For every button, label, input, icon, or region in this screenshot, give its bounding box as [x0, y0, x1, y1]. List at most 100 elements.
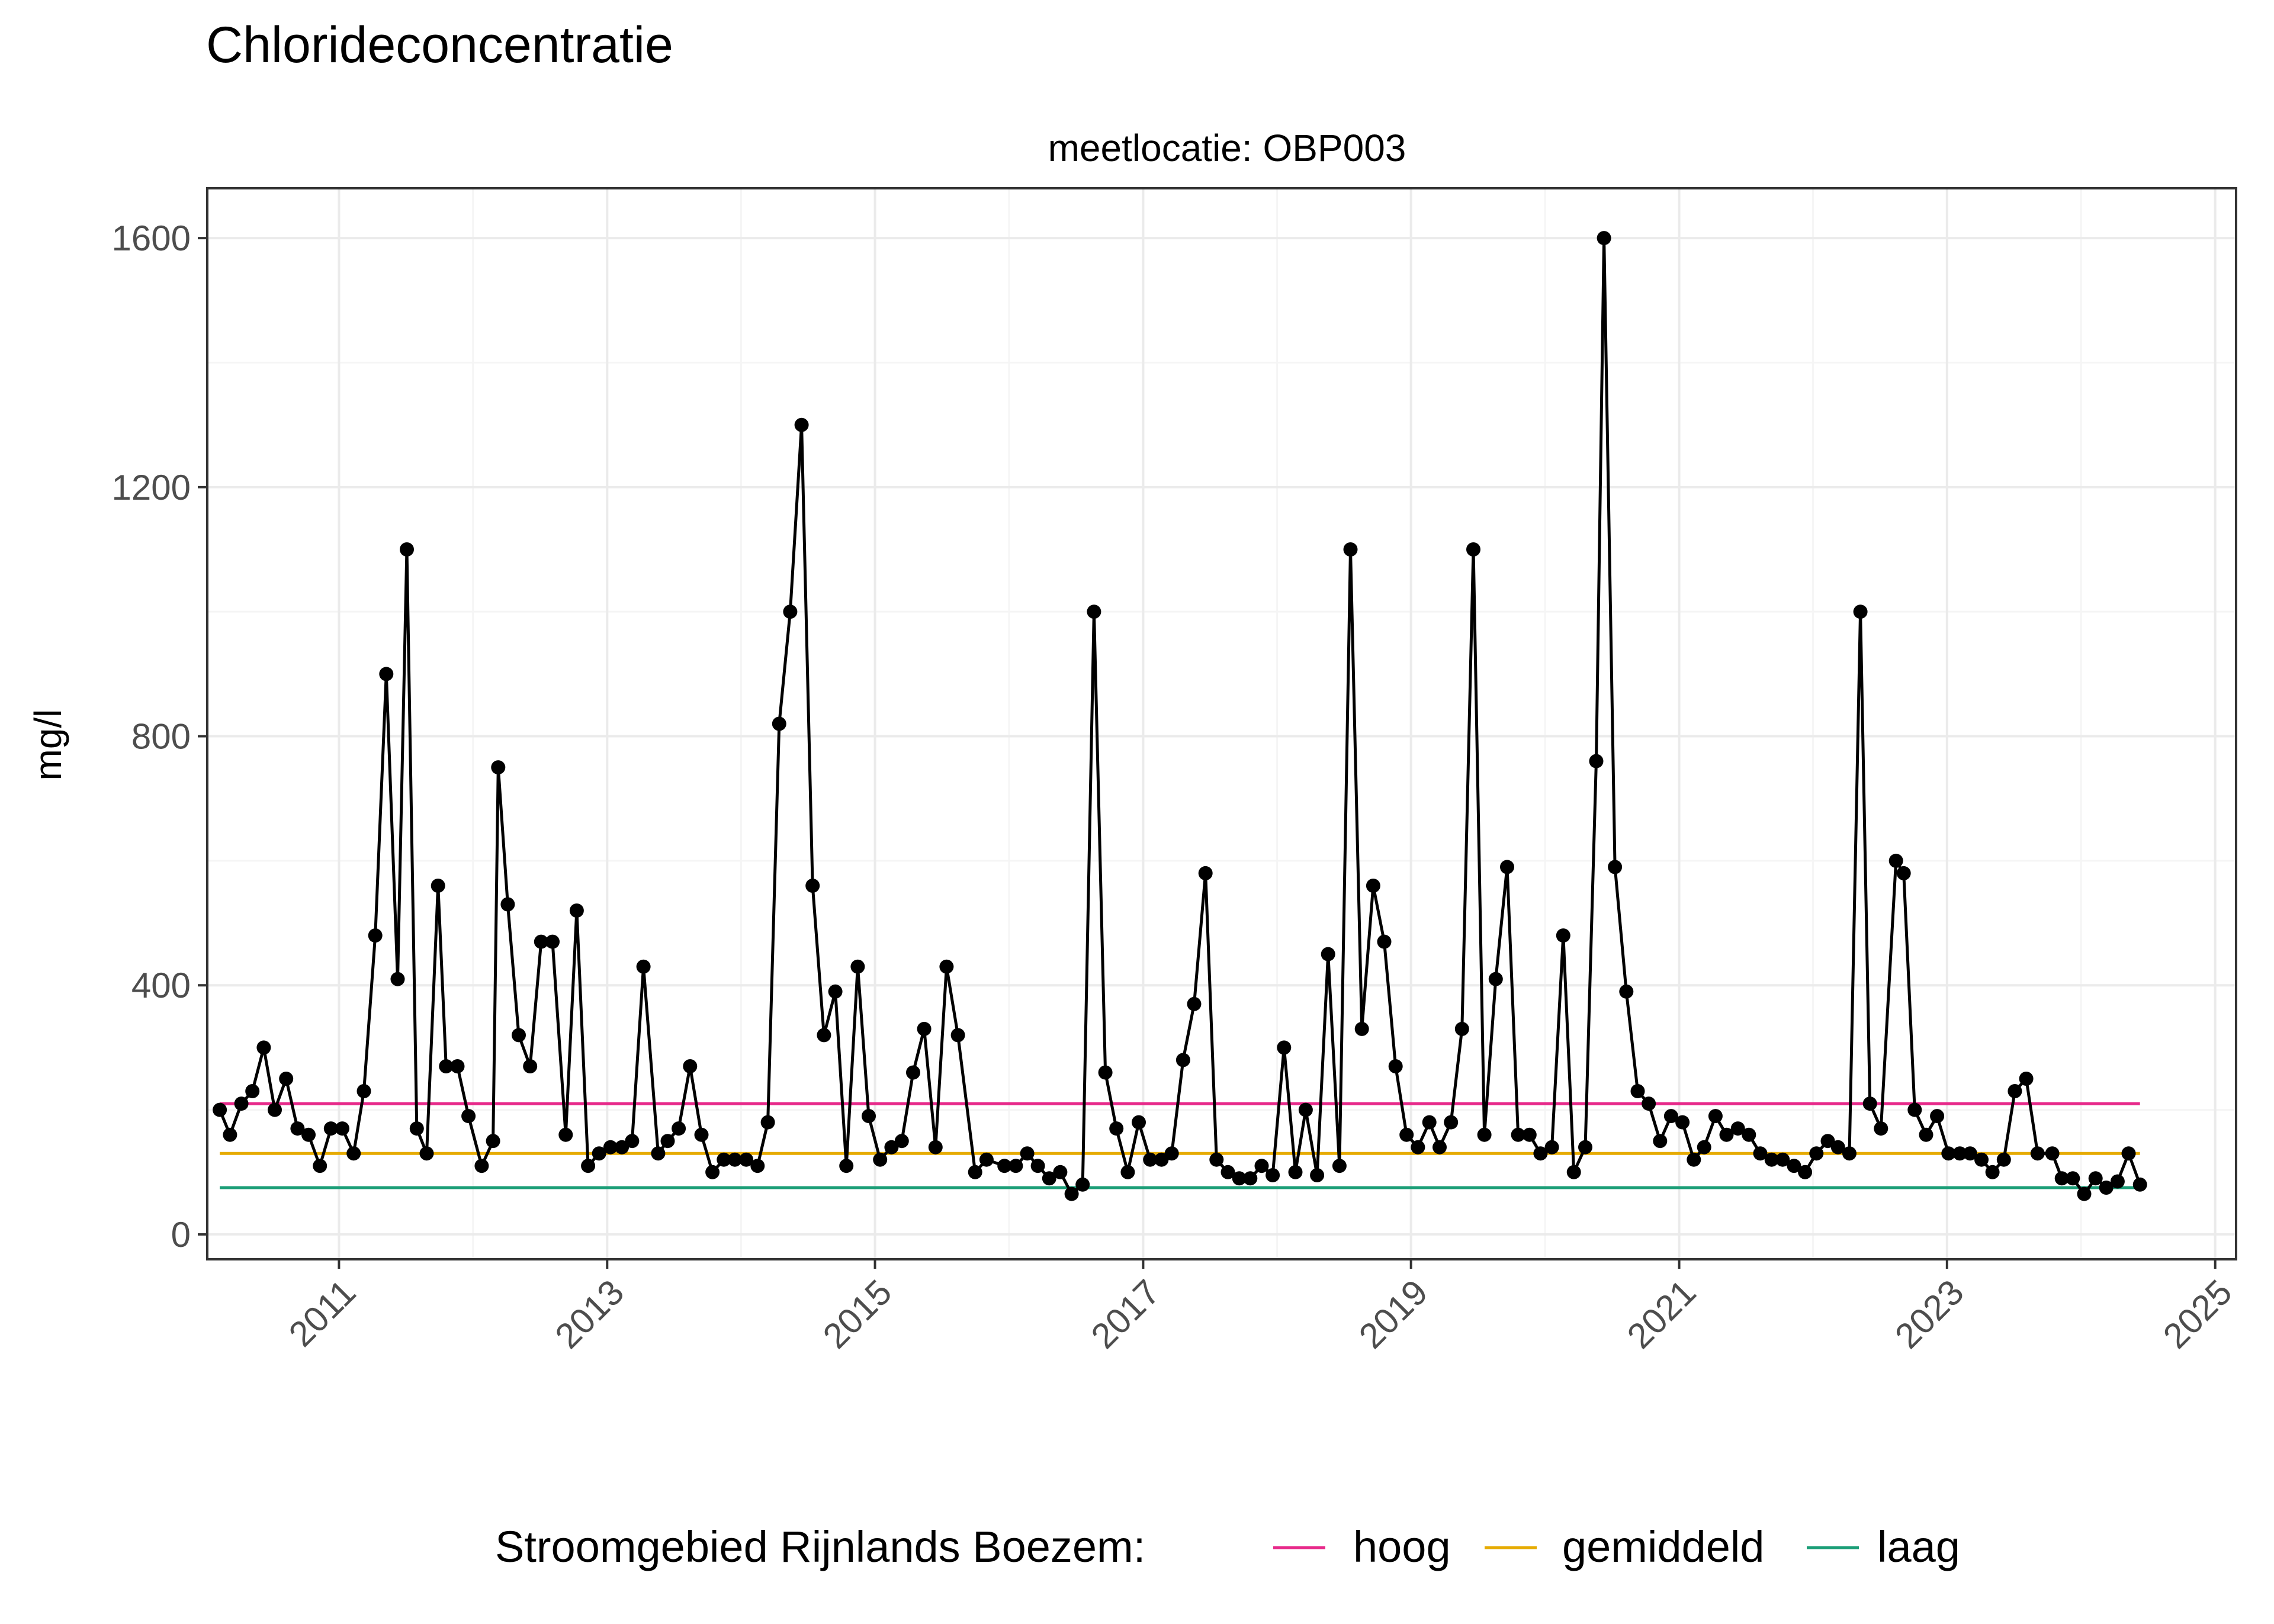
y-tick-label: 1200 — [112, 468, 191, 507]
data-point — [1488, 972, 1503, 986]
data-point — [581, 1159, 596, 1173]
data-point — [1907, 1102, 1922, 1117]
data-point — [862, 1109, 876, 1124]
data-point — [636, 959, 651, 974]
data-point — [603, 1140, 618, 1155]
data-point — [569, 903, 584, 918]
data-point — [1220, 1165, 1235, 1179]
data-point — [223, 1127, 237, 1142]
data-point — [1164, 1146, 1179, 1161]
data-point — [1198, 866, 1213, 880]
data-point — [672, 1121, 686, 1136]
data-point — [1687, 1152, 1701, 1167]
data-point — [1075, 1177, 1090, 1192]
data-point — [1930, 1109, 1945, 1124]
data-point — [739, 1152, 754, 1167]
data-point — [1466, 542, 1480, 557]
data-point — [335, 1121, 349, 1136]
data-point — [409, 1121, 424, 1136]
data-point — [2019, 1072, 2034, 1086]
data-point — [1298, 1102, 1313, 1117]
series-points-group — [213, 231, 2147, 1201]
data-point — [390, 972, 405, 986]
data-point — [1941, 1146, 1956, 1161]
data-point — [968, 1165, 982, 1179]
data-point — [461, 1109, 476, 1124]
data-point — [2077, 1186, 2092, 1201]
data-point — [717, 1152, 731, 1167]
data-point — [1098, 1065, 1113, 1080]
data-point — [1422, 1115, 1437, 1130]
data-point — [683, 1059, 698, 1073]
data-point — [928, 1140, 943, 1155]
data-point — [1830, 1140, 1845, 1155]
data-point — [2088, 1171, 2103, 1186]
data-point — [2045, 1146, 2060, 1161]
data-point — [534, 934, 548, 949]
data-point — [356, 1084, 371, 1098]
data-point — [491, 760, 506, 775]
data-point — [1719, 1127, 1734, 1142]
data-point — [1798, 1165, 1813, 1179]
data-point — [2132, 1177, 2147, 1192]
data-point — [817, 1028, 831, 1043]
legend-label-laag: laag — [1877, 1522, 1960, 1571]
data-point — [705, 1165, 720, 1179]
data-point — [368, 928, 383, 943]
data-point — [1533, 1146, 1548, 1161]
data-point — [256, 1040, 271, 1055]
data-point — [379, 667, 394, 681]
data-point — [1820, 1134, 1835, 1149]
data-point — [245, 1084, 260, 1098]
data-point — [1377, 934, 1392, 949]
data-point — [1030, 1159, 1045, 1173]
data-point — [1630, 1084, 1645, 1098]
y-tick-label: 800 — [131, 717, 191, 757]
y-axis-label: mg/l — [27, 709, 69, 781]
data-point — [651, 1146, 666, 1161]
data-point — [1343, 542, 1358, 557]
data-point — [906, 1065, 920, 1080]
data-point — [1753, 1146, 1768, 1161]
data-point — [2008, 1084, 2022, 1098]
data-point — [1087, 604, 1101, 619]
data-point — [1143, 1152, 1158, 1167]
data-point — [1477, 1127, 1492, 1142]
data-point — [1053, 1165, 1068, 1179]
data-point — [313, 1159, 327, 1173]
data-point — [1020, 1146, 1035, 1161]
data-point — [1896, 866, 1911, 880]
data-point — [1354, 1021, 1369, 1036]
data-point — [1120, 1165, 1135, 1179]
data-point — [1996, 1152, 2011, 1167]
data-point — [213, 1102, 227, 1117]
panel-border — [206, 187, 2237, 1260]
data-point — [1853, 604, 1868, 619]
data-point — [997, 1159, 1012, 1173]
data-point — [805, 879, 820, 893]
data-point — [1109, 1121, 1124, 1136]
data-point — [1444, 1115, 1459, 1130]
data-point — [1544, 1140, 1559, 1155]
data-point — [1919, 1127, 1933, 1142]
data-point — [474, 1159, 489, 1173]
data-point — [592, 1146, 606, 1161]
data-point — [419, 1146, 434, 1161]
data-point — [783, 604, 798, 619]
data-point — [558, 1127, 573, 1142]
data-point — [1042, 1171, 1056, 1186]
data-point — [694, 1127, 709, 1142]
data-point — [2030, 1146, 2045, 1161]
data-point — [1175, 1053, 1190, 1067]
data-point — [450, 1059, 465, 1073]
data-point — [1642, 1096, 1656, 1111]
data-point — [234, 1096, 249, 1111]
data-point — [1154, 1152, 1169, 1167]
data-point — [2054, 1171, 2069, 1186]
data-point — [1764, 1152, 1779, 1167]
data-point — [486, 1134, 500, 1149]
data-point — [850, 959, 865, 974]
data-point — [279, 1072, 294, 1086]
data-point — [939, 959, 954, 974]
